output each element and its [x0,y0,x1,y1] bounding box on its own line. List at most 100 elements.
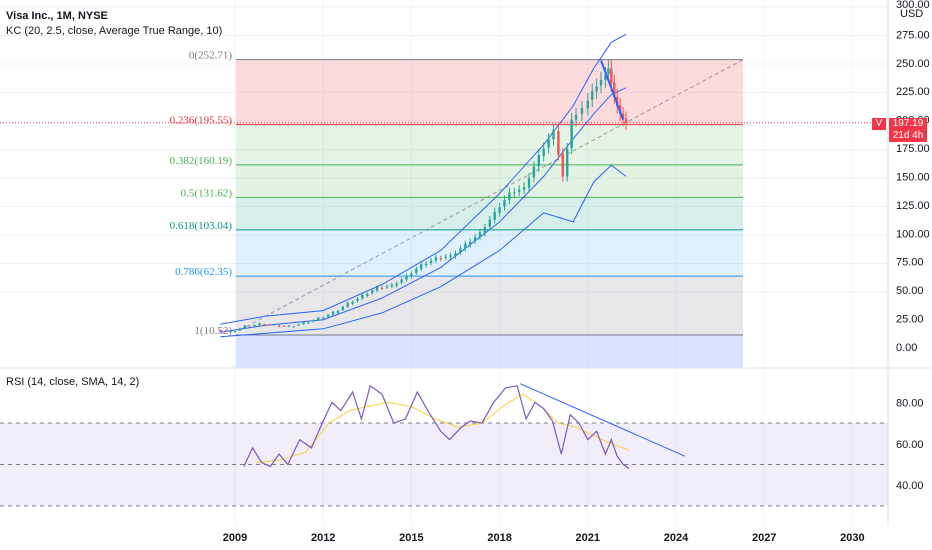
time-tick: 2024 [664,532,689,544]
symbol-title: Visa Inc., 1M, NYSE [6,10,108,22]
price-tick: 125.00 [896,200,930,212]
candle-body [263,324,266,326]
candle-body [253,325,256,327]
price-tick: 100.00 [896,228,930,240]
candle-body [395,283,398,286]
candle-body [542,148,545,156]
candle-body [341,306,344,310]
candle-body [258,323,261,326]
candle-body [488,219,491,227]
candle-body [292,326,295,328]
candle-body [459,248,462,253]
candle-body [610,68,613,84]
time-tick: 2012 [311,532,335,544]
price-tick: 75.00 [896,257,924,269]
candle-body [268,324,271,326]
candle-body [375,286,379,291]
candle-body [273,324,276,326]
fib-zone [236,124,743,165]
candle-body [219,329,222,332]
price-tick: 0.00 [896,342,917,354]
time-axis: 2009 2012 2015 2018 2021 2024 2027 2030 [223,532,865,544]
candle-body [366,294,369,296]
rsi-pane [0,383,888,507]
time-tick: 2009 [223,532,247,544]
candle-body [361,294,364,299]
candle-body [317,317,320,321]
candle-body [591,91,594,100]
candle-body [336,310,340,313]
candle-body [621,113,625,120]
candle-body [371,290,374,294]
price-tick: 225.00 [896,86,930,98]
candle-body [580,108,584,114]
candle-body [444,256,447,258]
candle-body [532,166,536,178]
fib-zone-below [236,335,743,368]
candle-body [248,326,251,328]
candle-body [380,287,384,289]
candle-body [429,260,433,263]
last-price-tag: 197.19 21d 4h [889,118,927,142]
candle-body [297,324,300,326]
keltner-upper-band [220,33,627,325]
candles [219,60,628,333]
time-tick: 2021 [576,532,600,544]
candle-body [233,331,237,333]
candle-body [493,211,496,220]
candle-body [570,119,573,149]
fib-label: 0.618(103.04) [170,220,233,232]
fib-label: 0(252.71) [189,50,232,62]
candle-body [405,275,408,280]
rsi-tick: 60.00 [896,439,924,451]
rsi-indicator-label[interactable]: RSI (14, close, SMA, 14, 2) [6,376,140,388]
trend-drawing [600,60,625,120]
candle-body [224,330,227,332]
currency-label: USD [900,8,923,20]
rsi-tick: 80.00 [896,397,924,409]
candle-body [552,130,555,140]
candle-body [434,257,438,261]
candle-body [287,325,291,327]
candle-body [385,286,389,288]
candle-body [307,322,310,324]
candle-body [449,255,452,257]
candle-body [513,192,516,194]
price-tick-partial: 300.00 [896,0,930,11]
candle-body [518,189,521,192]
candle-body [586,100,589,109]
rsi-tick: 40.00 [896,480,924,492]
keltner-indicator-label[interactable]: KC (20, 2.5, close, Average True Range, … [6,25,223,37]
candle-body [331,311,335,315]
price-tick: 275.00 [896,29,930,41]
rsi-axis: 80.00 60.00 40.00 [896,397,924,492]
candle-body [557,130,560,155]
candle-body [351,302,354,304]
candle-body [415,268,418,273]
candle-body [243,325,246,329]
candle-body [498,207,501,213]
candle-body [537,155,540,167]
candle-body [478,232,482,238]
time-tick: 2030 [840,532,864,544]
candle-body [607,68,610,75]
fib-zone [236,229,743,277]
candle-body [464,243,467,249]
candle-body [356,298,359,302]
candle-body [503,199,506,207]
fib-label: 0.382(160.19) [170,155,233,167]
price-tick: 250.00 [896,58,930,70]
candle-body [522,186,526,190]
rsi-ma-line [255,393,630,463]
candle-body [322,317,325,319]
price-tick: 175.00 [896,143,930,155]
candle-body [599,79,603,86]
fib-label: 0.786(62.35) [175,266,232,278]
candle-body [595,86,598,92]
bar-countdown: 21d 4h [892,130,924,141]
candle-body [420,264,423,269]
fib-zone [236,164,743,198]
candle-body [469,241,472,245]
